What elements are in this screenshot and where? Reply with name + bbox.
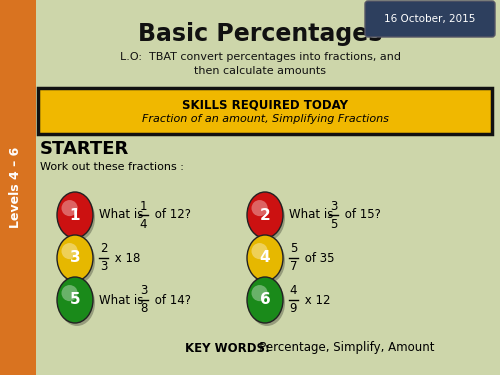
- FancyBboxPatch shape: [365, 1, 495, 37]
- Ellipse shape: [249, 280, 285, 326]
- Text: Levels 4 – 6: Levels 4 – 6: [10, 147, 22, 228]
- Text: 9: 9: [290, 303, 297, 315]
- Text: SKILLS REQUIRED TODAY: SKILLS REQUIRED TODAY: [182, 99, 348, 112]
- Ellipse shape: [249, 195, 285, 241]
- Text: What is: What is: [99, 294, 147, 306]
- Text: 3: 3: [100, 261, 107, 273]
- Ellipse shape: [252, 243, 268, 259]
- Text: 6: 6: [260, 292, 270, 308]
- Text: 4: 4: [290, 285, 297, 297]
- Text: 1: 1: [70, 207, 80, 222]
- Ellipse shape: [249, 238, 285, 284]
- Ellipse shape: [57, 192, 93, 238]
- Text: Work out these fractions :: Work out these fractions :: [40, 162, 184, 172]
- FancyBboxPatch shape: [38, 88, 492, 134]
- Ellipse shape: [252, 285, 268, 301]
- Ellipse shape: [59, 238, 95, 284]
- Text: KEY WORDS:: KEY WORDS:: [185, 342, 270, 354]
- Text: 3: 3: [70, 251, 80, 266]
- Text: STARTER: STARTER: [40, 140, 129, 158]
- Text: 7: 7: [290, 261, 297, 273]
- Text: What is: What is: [99, 209, 147, 222]
- Text: then calculate amounts: then calculate amounts: [194, 66, 326, 76]
- Text: L.O:  TBAT convert percentages into fractions, and: L.O: TBAT convert percentages into fract…: [120, 52, 400, 62]
- Ellipse shape: [247, 277, 283, 323]
- Text: x 12: x 12: [301, 294, 330, 306]
- Text: of 12?: of 12?: [151, 209, 191, 222]
- Ellipse shape: [62, 243, 78, 259]
- Text: 5: 5: [70, 292, 80, 308]
- Ellipse shape: [57, 277, 93, 323]
- Text: 8: 8: [140, 303, 147, 315]
- Text: 5: 5: [290, 243, 297, 255]
- Text: x 18: x 18: [111, 252, 140, 264]
- Text: of 14?: of 14?: [151, 294, 191, 306]
- Ellipse shape: [252, 200, 268, 216]
- Ellipse shape: [59, 280, 95, 326]
- Text: 16 October, 2015: 16 October, 2015: [384, 14, 476, 24]
- Text: 2: 2: [260, 207, 270, 222]
- Text: 4: 4: [140, 217, 147, 231]
- Ellipse shape: [57, 235, 93, 281]
- Text: Percentage, Simplify, Amount: Percentage, Simplify, Amount: [248, 342, 434, 354]
- Text: 2: 2: [100, 243, 107, 255]
- Text: of 15?: of 15?: [341, 209, 381, 222]
- FancyBboxPatch shape: [0, 0, 36, 375]
- Ellipse shape: [62, 285, 78, 301]
- Text: 5: 5: [330, 217, 337, 231]
- Ellipse shape: [62, 200, 78, 216]
- Text: 4: 4: [260, 251, 270, 266]
- Text: 3: 3: [140, 285, 147, 297]
- Ellipse shape: [247, 235, 283, 281]
- Text: 3: 3: [330, 200, 337, 213]
- Text: of 35: of 35: [301, 252, 334, 264]
- Ellipse shape: [247, 192, 283, 238]
- Text: Basic Percentages: Basic Percentages: [138, 22, 382, 46]
- Ellipse shape: [59, 195, 95, 241]
- Text: 1: 1: [140, 200, 147, 213]
- Text: What is: What is: [289, 209, 337, 222]
- Text: Fraction of an amount, Simplifying Fractions: Fraction of an amount, Simplifying Fract…: [142, 114, 388, 124]
